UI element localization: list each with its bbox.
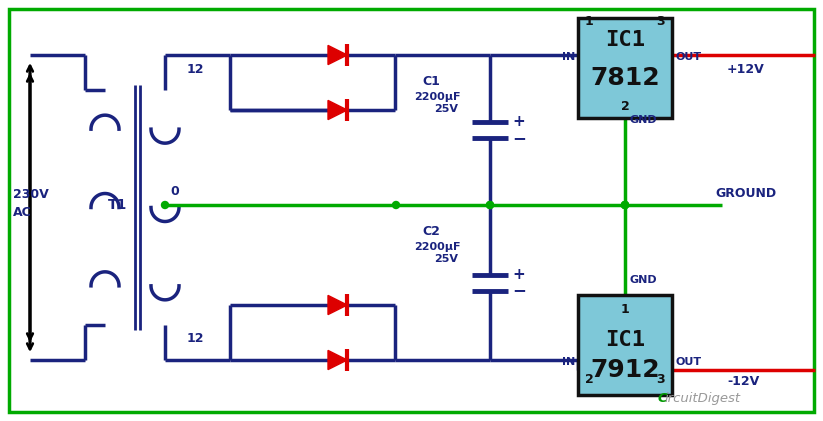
Circle shape bbox=[161, 202, 169, 208]
Text: OUT: OUT bbox=[676, 52, 702, 62]
Text: +: + bbox=[512, 267, 525, 282]
Text: 25V: 25V bbox=[434, 254, 458, 264]
Text: OUT: OUT bbox=[676, 357, 702, 367]
Text: 7912: 7912 bbox=[590, 358, 660, 382]
Text: 230V: 230V bbox=[13, 189, 49, 202]
FancyBboxPatch shape bbox=[578, 295, 672, 395]
Text: 7812: 7812 bbox=[590, 66, 660, 90]
Text: C: C bbox=[658, 392, 667, 405]
Text: 1: 1 bbox=[621, 303, 630, 316]
Text: GND: GND bbox=[630, 115, 658, 125]
Text: 2200μF: 2200μF bbox=[414, 242, 461, 252]
Circle shape bbox=[621, 202, 629, 208]
Text: −: − bbox=[512, 129, 526, 147]
Text: 12: 12 bbox=[186, 332, 204, 345]
Text: IN: IN bbox=[562, 52, 575, 62]
Text: GROUND: GROUND bbox=[715, 187, 776, 200]
Text: 2200μF: 2200μF bbox=[414, 92, 461, 102]
Circle shape bbox=[486, 202, 494, 208]
Text: +: + bbox=[512, 115, 525, 130]
Text: -12V: -12V bbox=[727, 375, 760, 388]
Polygon shape bbox=[328, 296, 347, 314]
Text: 0: 0 bbox=[170, 185, 179, 198]
Polygon shape bbox=[328, 45, 347, 64]
Text: 12: 12 bbox=[186, 63, 204, 76]
Circle shape bbox=[621, 202, 629, 208]
Text: C1: C1 bbox=[422, 75, 439, 88]
Text: 2: 2 bbox=[621, 100, 630, 113]
Circle shape bbox=[393, 202, 399, 208]
Text: 25V: 25V bbox=[434, 104, 458, 114]
Text: GND: GND bbox=[630, 275, 658, 285]
Text: ircuitDigest: ircuitDigest bbox=[665, 392, 742, 405]
Text: 2: 2 bbox=[585, 373, 593, 386]
Text: +12V: +12V bbox=[727, 63, 765, 76]
Circle shape bbox=[486, 202, 494, 208]
Text: IC1: IC1 bbox=[605, 330, 645, 350]
Circle shape bbox=[621, 202, 629, 208]
Text: 3: 3 bbox=[657, 373, 665, 386]
Text: 3: 3 bbox=[657, 15, 665, 28]
Text: AC: AC bbox=[13, 206, 32, 219]
Text: T1: T1 bbox=[109, 198, 128, 212]
Text: IC1: IC1 bbox=[605, 30, 645, 50]
Polygon shape bbox=[328, 100, 347, 120]
Text: IN: IN bbox=[562, 357, 575, 367]
Text: 1: 1 bbox=[585, 15, 593, 28]
Text: C2: C2 bbox=[422, 225, 439, 238]
Polygon shape bbox=[328, 350, 347, 370]
FancyBboxPatch shape bbox=[578, 18, 672, 118]
Text: −: − bbox=[512, 282, 526, 299]
